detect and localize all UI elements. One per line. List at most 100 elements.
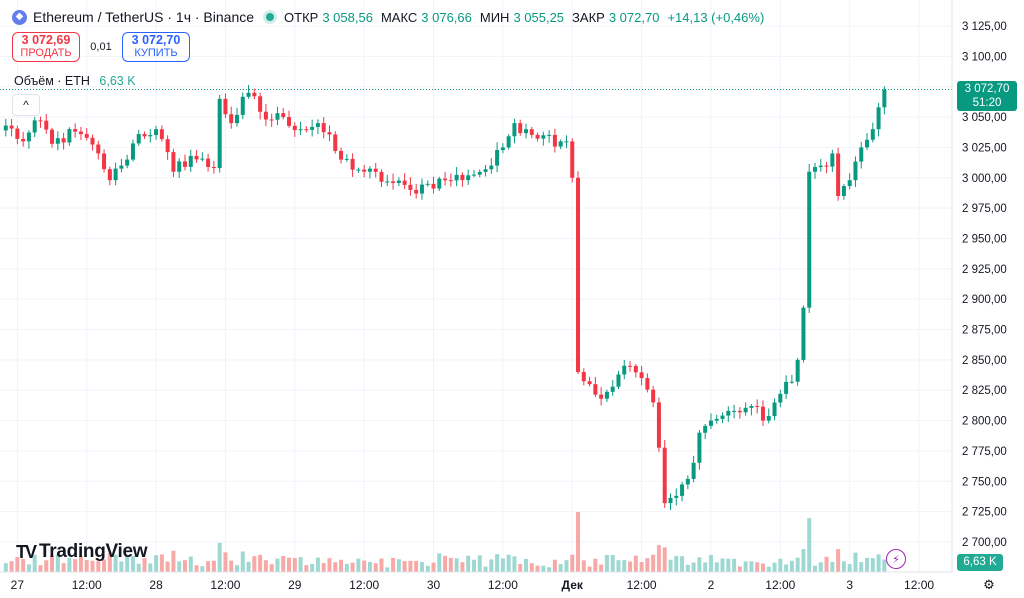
lightning-icon[interactable]: ⚡: [886, 549, 906, 569]
candle-body-50: [292, 125, 297, 131]
candle-body-64: [373, 168, 378, 172]
candle-body-98: [570, 141, 575, 178]
candle-body-39: [229, 114, 234, 124]
candle-body-76: [443, 178, 448, 181]
candle-body-24: [142, 134, 147, 137]
chevron-up-icon: ^: [23, 98, 29, 112]
candle-body-141: [818, 165, 823, 168]
candle-body-149: [865, 139, 870, 148]
candle-body-123: [714, 418, 719, 421]
y-tick-label-3: 2 775,00: [962, 446, 1007, 458]
sell-price: 3 072,69: [21, 33, 71, 47]
x-tick-label-8: Дек: [562, 578, 584, 592]
tradingview-logo[interactable]: TV TradingView: [16, 541, 148, 563]
volume-bars: [3, 512, 887, 572]
candle-body-87: [506, 136, 511, 148]
candle-body-0: [3, 125, 8, 131]
volume-bar-111: [645, 558, 650, 572]
candle-body-28: [165, 139, 170, 153]
candle-body-12: [73, 129, 78, 132]
volume-bar-25: [148, 563, 153, 572]
candle-body-92: [535, 134, 540, 139]
candle-body-145: [841, 186, 846, 196]
sell-label: ПРОДАТЬ: [20, 47, 72, 59]
candle-body-68: [396, 180, 401, 184]
volume-bar-86: [500, 558, 505, 572]
candle-body-121: [703, 425, 708, 433]
x-tick-label-11: 12:00: [765, 578, 795, 592]
volume-bar-44: [258, 554, 263, 572]
volume-bar-55: [321, 563, 326, 572]
candle-body-72: [419, 184, 424, 194]
candle-body-138: [801, 307, 806, 360]
volume-bar-89: [518, 564, 523, 572]
candle-body-103: [599, 394, 604, 399]
candle-body-53: [310, 126, 315, 130]
candle-body-15: [90, 137, 95, 145]
sell-button[interactable]: 3 072,69 ПРОДАТЬ: [12, 32, 80, 62]
candle-body-119: [691, 462, 696, 479]
candle-body-35: [206, 158, 211, 167]
volume-bar-74: [431, 562, 436, 572]
candle-body-54: [315, 123, 320, 127]
candle-body-108: [628, 365, 633, 367]
volume-bar-112: [651, 554, 656, 572]
candle-body-132: [766, 416, 771, 421]
x-tick-label-0: 27: [11, 578, 25, 592]
candle-body-109: [633, 365, 638, 373]
buy-button[interactable]: 3 072,70 КУПИТЬ: [122, 32, 190, 62]
symbol-title[interactable]: Ethereum / TetherUS · 1ч · Binance: [33, 9, 255, 25]
volume-bar-26: [154, 555, 159, 572]
candle-body-125: [726, 410, 731, 416]
candle-body-148: [859, 147, 864, 162]
candle-body-5: [32, 120, 37, 133]
y-tick-label-9: 2 925,00: [962, 264, 1007, 276]
candle-body-11: [67, 129, 72, 143]
candle-body-9: [55, 138, 60, 144]
volume-bar-104: [604, 554, 609, 572]
volume-legend[interactable]: Объём · ETH 6,63 K: [14, 74, 136, 88]
volume-bar-9: [55, 554, 60, 572]
candle-body-81: [471, 174, 476, 176]
ohlc-legend: ОТКР 3 058,56 МАКС 3 076,66 МИН 3 055,25…: [284, 10, 768, 25]
candle-body-55: [321, 123, 326, 133]
volume-bar-103: [599, 564, 604, 572]
candle-body-82: [477, 171, 482, 175]
volume-bar-19: [113, 554, 118, 572]
volume-bar-82: [477, 555, 482, 572]
ethereum-icon: ◆: [12, 9, 27, 25]
volume-bar-126: [732, 558, 737, 572]
volume-bar-52: [304, 565, 309, 572]
y-tick-label-16: 3 100,00: [962, 51, 1007, 63]
volume-bar-118: [685, 564, 690, 572]
candle-body-33: [194, 155, 199, 160]
y-tick-label-13: 3 025,00: [962, 142, 1007, 154]
volume-bar-68: [396, 559, 401, 572]
candle-body-70: [408, 184, 413, 190]
candle-body-6: [38, 120, 43, 122]
candle-body-19: [113, 168, 118, 181]
volume-bar-8: [50, 555, 55, 572]
volume-bar-78: [454, 558, 459, 572]
x-tick-label-4: 29: [288, 578, 302, 592]
collapse-legend-button[interactable]: ^: [12, 94, 40, 116]
volume-bar-109: [633, 555, 638, 572]
volume-bar-13: [78, 556, 83, 572]
high-label: МАКС: [380, 9, 418, 25]
volume-bar-20: [119, 561, 124, 572]
candle-body-23: [136, 134, 141, 144]
last-price-tag: 3 072,70 51:20: [957, 81, 1017, 111]
candle-body-73: [425, 183, 430, 185]
volume-bar-69: [402, 561, 407, 572]
x-tick-label-3: 12:00: [210, 578, 240, 592]
candle-body-4: [26, 132, 31, 142]
volume-bar-152: [882, 559, 887, 572]
volume-bar-12: [73, 559, 78, 572]
candle-body-99: [576, 177, 581, 373]
gear-icon[interactable]: ⚙: [983, 577, 995, 592]
volume-bar-143: [830, 561, 835, 572]
volume-bar-84: [489, 559, 494, 572]
candle-body-14: [84, 134, 89, 138]
volume-bar-138: [801, 549, 806, 572]
